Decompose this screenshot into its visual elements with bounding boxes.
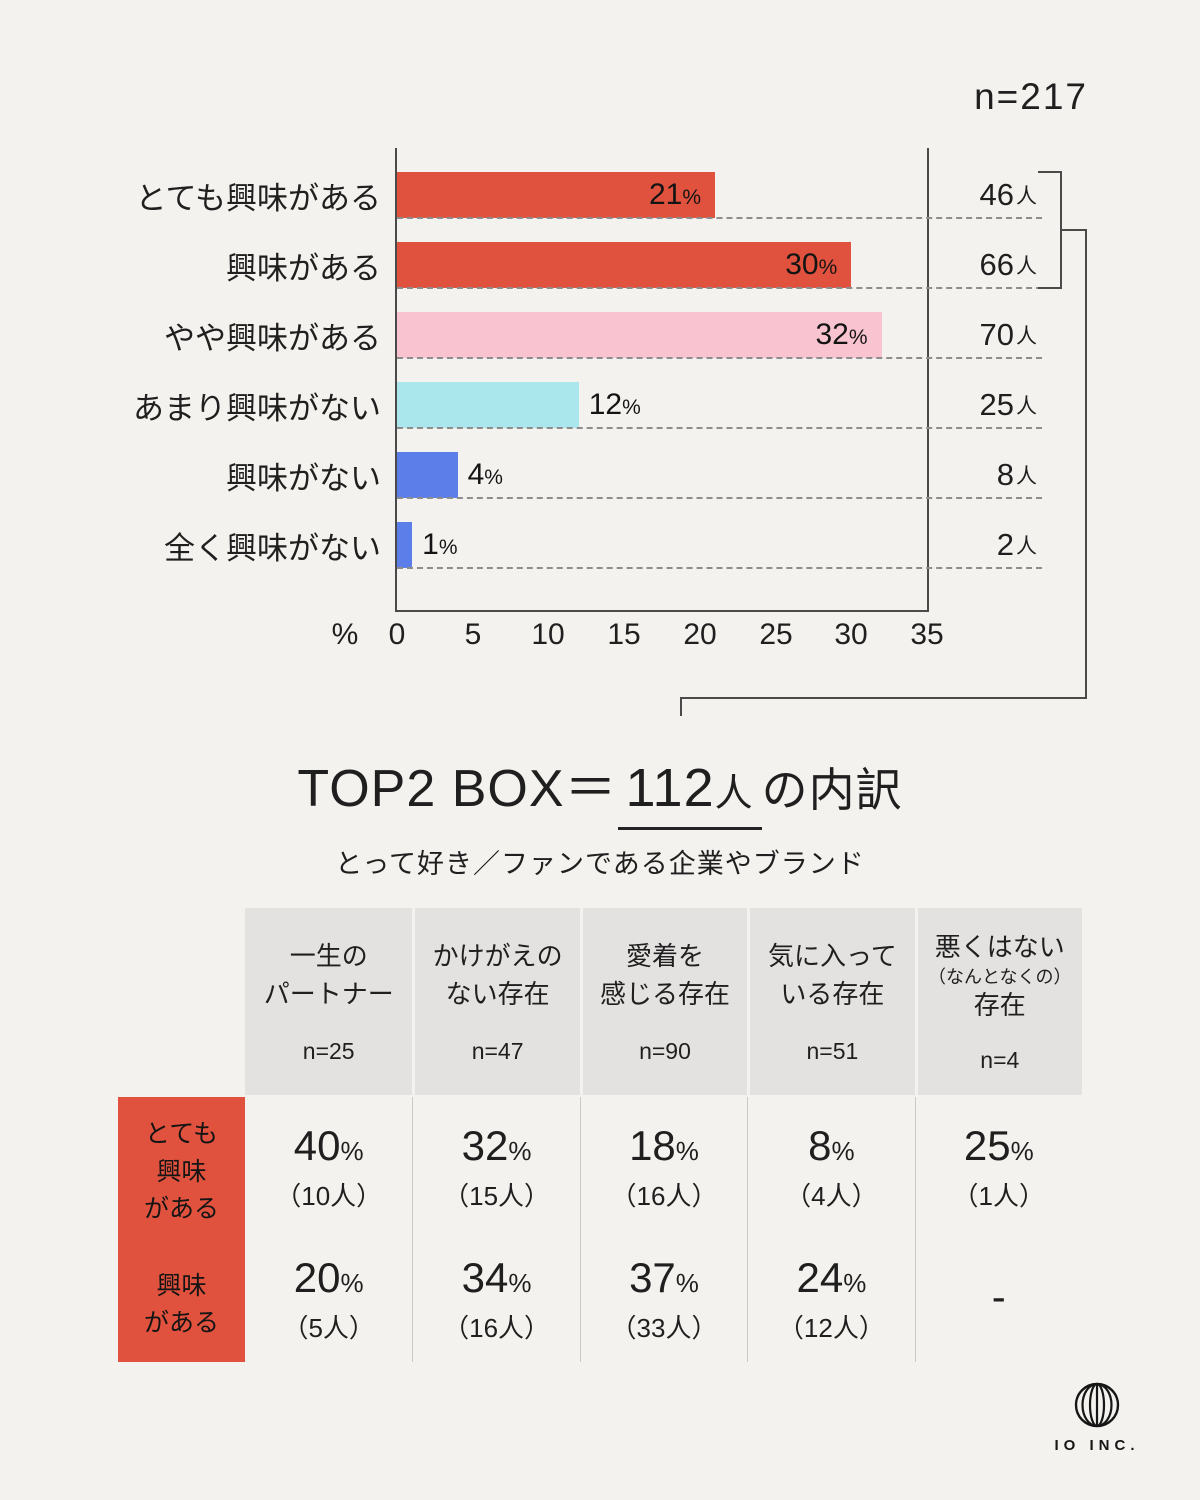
row-label: 興味 がある [143,1271,219,1338]
table-cell: 18% （16人） [579,1097,747,1237]
column-n-label: n=90 [639,1037,691,1064]
top2-title-suffix: の内訳 [761,764,903,816]
count-label: 66 人 [979,247,1037,282]
column-title2: 存在 [973,989,1026,1020]
bar-value-label: 4% [467,458,503,491]
category-label: 全く興味がない [164,530,381,566]
category-label: 興味がある [226,250,381,286]
row-header-cell: とても 興味 がある 興味 がある [118,1097,245,1362]
table-cell: 24% （12人） [747,1237,914,1362]
top2-breakdown-table: 一生の パートナー n=25 かけがえの ない存在 n=47 愛着を 感じる存在… [118,908,1082,1362]
sample-size-label: n=217 [974,76,1088,117]
table-header-row: 一生の パートナー n=25 かけがえの ない存在 n=47 愛着を 感じる存在… [118,908,1082,1095]
table-cell: 8% （4人） [747,1097,914,1237]
category-label: とても興味がある [135,180,381,216]
x-tick: 35 [910,618,944,651]
bar: 21% [397,172,715,218]
row-label: とても 興味 がある [143,1120,219,1224]
bar-value-label: 30% [785,248,838,281]
column-n-label: n=25 [302,1037,355,1064]
x-axis-unit-label: % [331,618,359,651]
category-label: やや興味がある [164,320,381,356]
x-tick: 0 [388,618,406,651]
interest-bar-chart: とても興味がある 21% 46 人 興味がある 30% 66 人 やや興味がある 3… [133,148,1042,651]
x-tick: 10 [531,618,565,651]
table-cell: - [914,1237,1082,1362]
bar-row: 興味がある 30% 66 人 [226,218,1042,289]
top2-count-unit: 人 [714,773,754,815]
column-header: 悪くはない （なんとなくの） 存在 n=4 [914,908,1082,1095]
bar-row: とても興味がある 21% 46 人 [135,148,1042,219]
table-cell: 40% （10人） [275,1121,383,1211]
top2-count: 112 [625,758,715,818]
x-axis: % 0 5 10 15 20 25 30 35 [332,610,944,654]
column-header: かけがえの ない存在 n=47 [412,908,580,1095]
top2-subtitle: とって好き／ファンである企業やブランド [335,849,865,879]
company-logo: IO INC. [1040,1381,1154,1454]
top2-box-title: TOP2 BOX＝ 112人 の内訳 [0,746,1200,830]
x-tick: 5 [464,618,482,651]
bar: 1% [397,522,458,568]
column-header: 一生の パートナー n=25 [245,908,413,1095]
x-tick: 30 [834,618,868,651]
category-label: 興味がない [226,460,381,496]
globe-logo-icon [1074,1382,1120,1428]
table-cell: 34% （16人） [412,1237,579,1362]
column-title: 悪くはない [934,932,1065,963]
bar-value-label: 12% [588,388,641,421]
table-cell: 37% （33人） [579,1237,747,1362]
bar-value-label: 21% [648,178,701,211]
bar-row: やや興味がある 32% 70 人 [164,288,1042,359]
count-label: 46 人 [979,177,1037,212]
column-title: 一生の パートナー [263,941,394,1009]
column-title: かけがえの ない存在 [432,941,563,1009]
table-cell: 25% （1人） [914,1097,1082,1237]
dashed-gridline [397,216,1042,219]
column-n-label: n=4 [980,1046,1020,1073]
column-header: 愛着を 感じる存在 n=90 [579,908,748,1095]
column-n-label: n=47 [471,1037,524,1064]
x-tick: 25 [759,618,793,651]
bar-row: あまり興味がない 12% 25 人 [133,358,1042,429]
bar-value-label: 1% [422,528,458,561]
count-label: 70 人 [979,317,1037,352]
bar: 12% [397,382,641,428]
table-corner-cell [118,908,245,1095]
count-label: 25 人 [979,387,1037,422]
x-tick: 20 [683,618,717,651]
column-title: 愛着を 感じる存在 [599,941,730,1009]
table-cell: 32% （15人） [412,1097,579,1237]
column-n-label: n=51 [806,1037,859,1064]
column-header: 気に入って いる存在 n=51 [747,908,915,1095]
bar: 4% [397,452,503,498]
top2-title-prefix: TOP2 BOX＝ [297,760,618,818]
top2-count-underlined: 112人 [617,757,762,830]
table-body: とても 興味 がある 興味 がある 40% （10人） 32% （15人） 18… [118,1097,1082,1362]
bar-value-label: 32% [815,318,868,351]
column-title: 気に入って いる存在 [768,941,897,1009]
category-label: あまり興味がない [133,390,381,426]
logo-text: IO INC. [1054,1437,1140,1454]
x-tick: 15 [607,618,641,651]
table-cell: 20% （5人） [282,1254,375,1343]
column-note: （なんとなくの） [928,967,1072,988]
bar: 32% [397,312,882,358]
bar: 30% [397,242,852,288]
